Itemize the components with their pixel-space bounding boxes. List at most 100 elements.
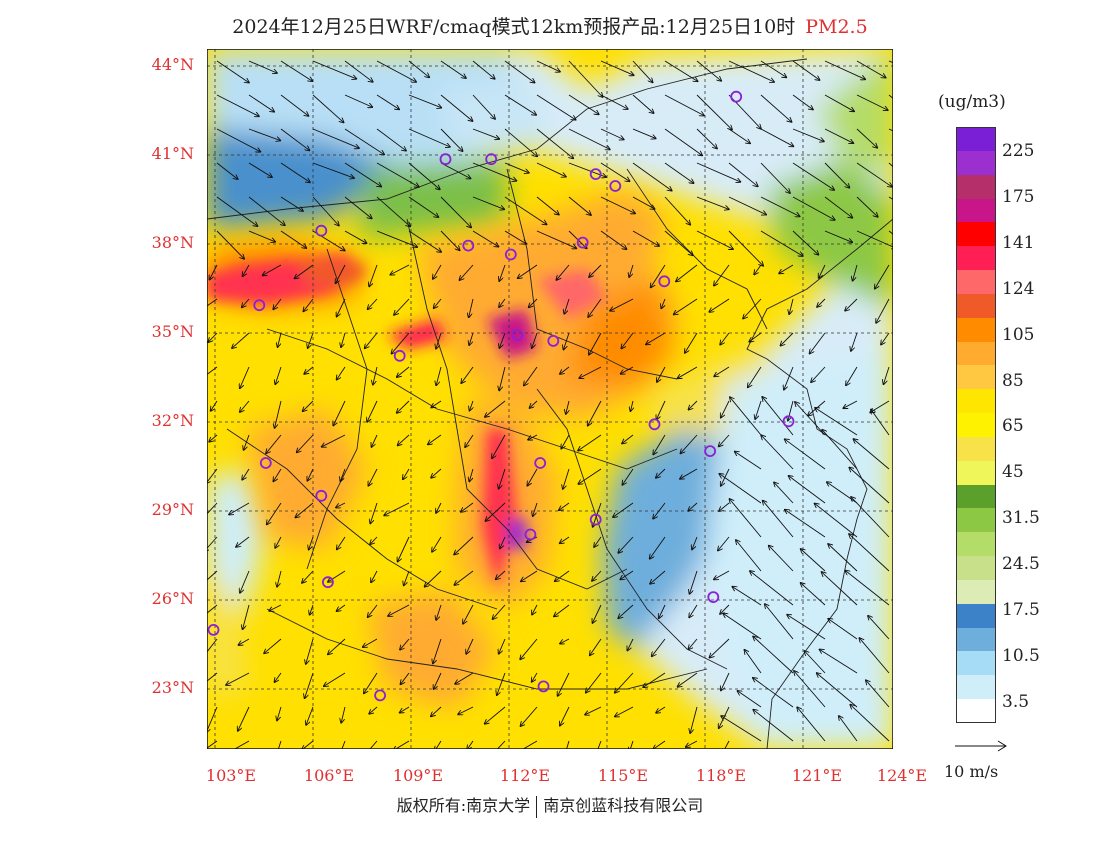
wind-arrow xyxy=(236,536,250,547)
wind-arrow xyxy=(676,264,698,281)
colorbar-segment xyxy=(956,699,996,724)
wind-arrow xyxy=(600,94,628,109)
wind-arrow xyxy=(248,128,280,141)
wind-arrow xyxy=(871,410,890,436)
wind-arrow xyxy=(564,332,570,350)
wind-arrow xyxy=(516,740,538,749)
wind-arrow xyxy=(728,162,758,186)
wind-arrow xyxy=(564,298,570,314)
city-marker xyxy=(485,153,498,166)
wind-arrow xyxy=(753,710,794,742)
wind-arrow xyxy=(275,672,282,682)
wind-arrow xyxy=(499,638,506,654)
wind-arrow xyxy=(853,264,858,281)
wind-arrow xyxy=(370,536,378,544)
wind-arrow xyxy=(568,60,603,97)
wind-arrow xyxy=(504,128,537,156)
wind-arrow xyxy=(789,476,826,504)
wind-arrow xyxy=(536,128,573,158)
wind-arrow xyxy=(586,672,602,693)
wind-arrow xyxy=(579,366,602,378)
wind-arrow xyxy=(536,230,576,248)
wind-arrow xyxy=(207,366,218,376)
wind-arrow xyxy=(309,536,314,550)
wind-arrow xyxy=(661,298,665,308)
lon-label: 106°E xyxy=(303,766,355,785)
wind-arrow xyxy=(760,60,786,77)
wind-arrow xyxy=(296,502,314,517)
wind-arrow xyxy=(233,740,250,749)
wind-arrow xyxy=(714,366,730,376)
wind-arrow xyxy=(866,680,890,708)
wind-arrow xyxy=(404,570,410,585)
wind-arrow xyxy=(652,638,666,656)
wind-arrow xyxy=(499,332,506,348)
wind-arrow xyxy=(536,94,576,120)
lat-label: 41°N xyxy=(151,144,194,163)
wind-arrow xyxy=(433,638,442,663)
wind-arrow xyxy=(650,570,666,584)
wind-arrow xyxy=(632,60,653,82)
wind-arrow xyxy=(239,638,250,645)
wind-arrow xyxy=(373,366,378,385)
legend-label: 105 xyxy=(1002,325,1035,345)
city-marker xyxy=(730,90,743,103)
wind-arrow xyxy=(248,162,272,177)
wind-arrow xyxy=(465,434,474,447)
wind-arrow xyxy=(455,672,474,684)
wind-arrow xyxy=(690,570,698,594)
wind-arrow xyxy=(588,298,602,317)
colorbar-segment xyxy=(956,651,996,676)
credit-separator xyxy=(536,795,538,818)
wind-arrow xyxy=(243,264,250,276)
legend-label: 225 xyxy=(1002,141,1035,161)
wind-arrow xyxy=(736,540,762,572)
wind-arrow xyxy=(822,430,858,470)
wind-arrow xyxy=(664,128,702,155)
wind-arrow xyxy=(295,264,314,278)
wind-arrow xyxy=(792,162,834,190)
wind-arrow xyxy=(243,604,250,629)
city-marker xyxy=(609,180,622,192)
wind-arrow xyxy=(664,230,693,255)
wind-arrow xyxy=(376,196,410,226)
wind-arrow xyxy=(297,434,314,452)
wind-arrow xyxy=(801,549,826,572)
wind-arrow xyxy=(859,638,890,674)
wind-arrow xyxy=(568,196,591,215)
wind-arrow xyxy=(721,716,762,742)
wind-arrow xyxy=(532,672,538,682)
wind-arrow xyxy=(597,740,602,749)
wind-arrow xyxy=(555,570,570,581)
wind-arrow xyxy=(303,400,314,411)
wind-arrow xyxy=(499,366,506,390)
wind-arrow xyxy=(678,672,698,687)
city-marker xyxy=(648,418,661,431)
wind-arrow xyxy=(216,94,259,116)
wind-arrow xyxy=(824,162,849,188)
wind-arrow xyxy=(240,400,250,412)
wind-arrow xyxy=(769,546,794,572)
wind-arrow xyxy=(440,230,460,250)
city-marker xyxy=(322,576,334,589)
wind-arrow xyxy=(328,638,346,654)
colorbar-frame xyxy=(956,127,996,723)
city-marker xyxy=(537,680,550,693)
wind-arrow xyxy=(527,468,538,486)
reference-vector-label: 10 m/s xyxy=(944,762,999,781)
wind-arrow xyxy=(408,60,429,77)
wind-arrow xyxy=(467,740,474,749)
wind-arrow xyxy=(846,366,858,385)
wind-arrow xyxy=(868,616,890,640)
wind-arrow xyxy=(401,672,410,684)
wind-arrow xyxy=(532,604,538,615)
wind-arrow xyxy=(774,482,794,504)
wind-arrow xyxy=(631,400,634,411)
wind-arrow xyxy=(277,570,282,587)
wind-arrow xyxy=(815,504,858,538)
wind-arrow xyxy=(308,332,314,348)
wind-arrow xyxy=(341,332,346,347)
wind-arrow xyxy=(207,536,218,551)
wind-arrow xyxy=(762,397,794,436)
wind-arrow xyxy=(472,162,516,181)
